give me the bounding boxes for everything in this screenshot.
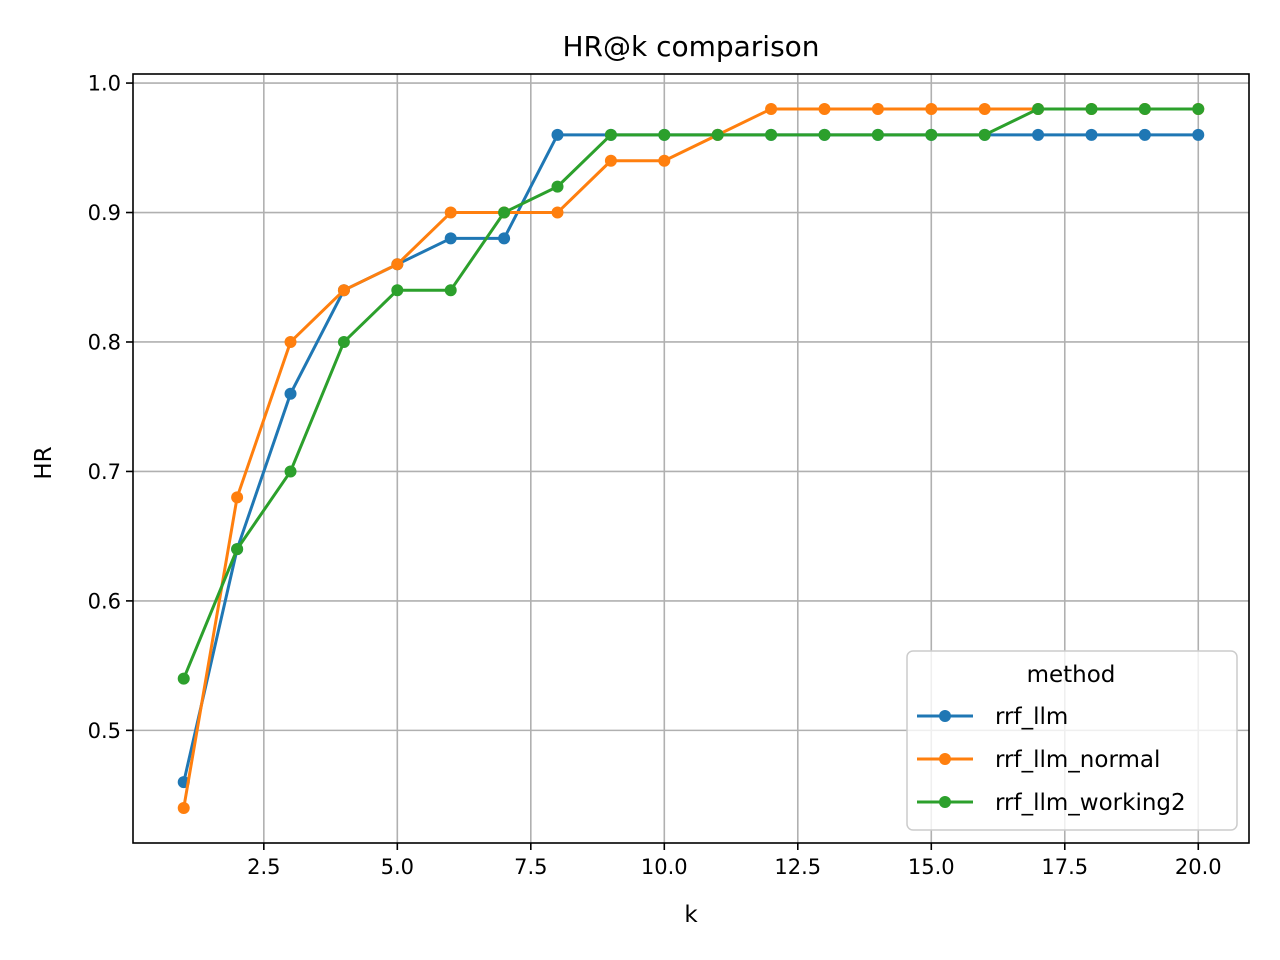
plot-series: [177, 102, 1205, 815]
data-point: [1192, 128, 1205, 141]
data-point: [231, 543, 244, 556]
data-point: [765, 128, 778, 141]
chart-title: HR@k comparison: [562, 30, 819, 63]
series-line-rrf_llm_normal: [181, 107, 1200, 810]
plot-frame: [132, 73, 1250, 844]
data-point: [871, 128, 884, 141]
legend-marker: [939, 710, 951, 722]
data-point: [1192, 102, 1205, 115]
data-point: [658, 128, 671, 141]
y-tick-label: 1.0: [88, 72, 121, 96]
data-point: [1138, 128, 1151, 141]
data-point: [498, 232, 511, 245]
x-tick-label: 10.0: [641, 855, 688, 879]
data-point: [284, 335, 297, 348]
data-point: [551, 206, 564, 219]
legend-label: rrf_llm_normal: [995, 747, 1160, 773]
y-axis-label: HR: [31, 446, 57, 479]
data-point: [284, 387, 297, 400]
data-point: [1032, 128, 1045, 141]
data-point: [818, 128, 831, 141]
legend-entry-rrf_llm_working2: rrf_llm_working2: [917, 790, 1186, 816]
axis-ticks: 2.5 5.0 7.5 10.0 12.5 15.0 17.5 20.0 0.5 0.6 0.7 0.…: [88, 72, 1222, 879]
legend-label: rrf_llm_working2: [995, 790, 1186, 816]
data-point: [711, 128, 724, 141]
series-line-rrf_llm_working2: [181, 107, 1200, 681]
legend-entry-rrf_llm_normal: rrf_llm_normal: [917, 747, 1160, 773]
y-tick-label: 0.6: [88, 589, 121, 613]
data-point: [1032, 102, 1045, 115]
data-point: [604, 128, 617, 141]
data-point: [978, 102, 991, 115]
x-tick-label: 12.5: [774, 855, 821, 879]
data-point: [658, 154, 671, 167]
series-rrf_llm_working2: [177, 102, 1205, 685]
data-point: [444, 206, 457, 219]
data-point: [1085, 102, 1098, 115]
data-point: [337, 335, 350, 348]
data-point: [177, 802, 190, 815]
legend-label: rrf_llm: [995, 704, 1068, 730]
legend-title: method: [1027, 662, 1116, 688]
y-tick-label: 0.8: [88, 330, 121, 354]
legend-marker: [939, 796, 951, 808]
data-point: [604, 154, 617, 167]
y-tick-label: 0.7: [88, 460, 121, 484]
data-point: [444, 284, 457, 297]
data-point: [284, 465, 297, 478]
data-point: [498, 206, 511, 219]
y-tick-label: 0.5: [88, 719, 121, 743]
legend: method rrf_llm rrf_llm_normal rrf_llm_work…: [906, 650, 1238, 831]
data-point: [391, 284, 404, 297]
x-tick-label: 17.5: [1041, 855, 1088, 879]
data-point: [978, 128, 991, 141]
data-point: [551, 128, 564, 141]
x-tick-label: 2.5: [247, 855, 280, 879]
grid-lines: [133, 74, 1249, 843]
data-point: [1138, 102, 1151, 115]
legend-entry-rrf_llm: rrf_llm: [917, 704, 1068, 730]
data-point: [231, 491, 244, 504]
legend-box: [906, 650, 1238, 831]
y-tick-label: 0.9: [88, 201, 121, 225]
data-point: [925, 128, 938, 141]
data-point: [925, 102, 938, 115]
x-tick-label: 5.0: [381, 855, 414, 879]
data-point: [1085, 128, 1098, 141]
data-point: [337, 284, 350, 297]
x-tick-label: 20.0: [1175, 855, 1222, 879]
data-point: [391, 258, 404, 271]
data-point: [765, 102, 778, 115]
x-axis-label: k: [684, 902, 698, 928]
data-point: [177, 672, 190, 685]
data-point: [444, 232, 457, 245]
data-point: [818, 102, 831, 115]
legend-marker: [939, 753, 951, 765]
x-tick-label: 15.0: [908, 855, 955, 879]
x-tick-label: 7.5: [514, 855, 547, 879]
data-point: [871, 102, 884, 115]
data-point: [551, 180, 564, 193]
